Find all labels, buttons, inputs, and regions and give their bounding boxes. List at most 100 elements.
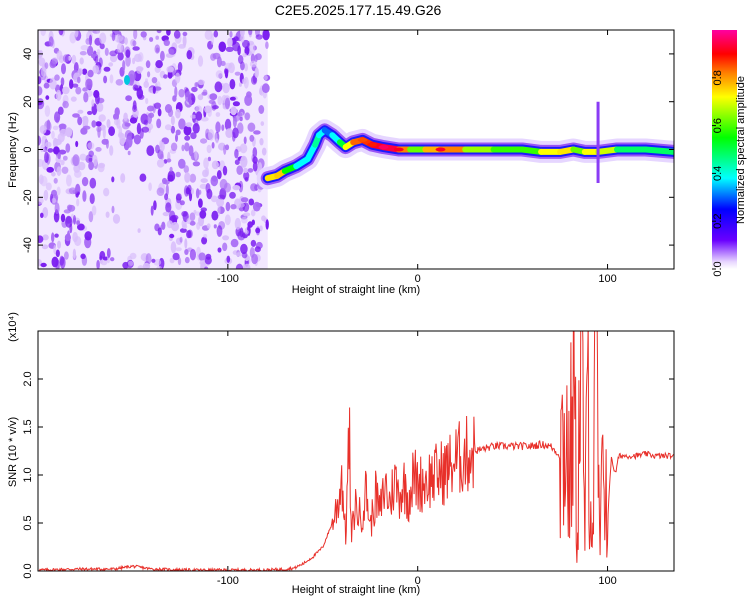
noise-speckle [186, 218, 191, 224]
noise-speckle [40, 212, 44, 218]
noise-speckle [241, 216, 248, 224]
noise-speckle [184, 256, 190, 264]
trace-segment [519, 146, 545, 155]
noise-speckle [40, 66, 47, 77]
snr-x-ticks: -100 0 100 [217, 331, 617, 587]
noise-speckle [109, 145, 114, 156]
noise-speckle [125, 95, 132, 102]
noise-speckle [226, 255, 231, 263]
noise-speckle [103, 75, 108, 84]
noise-speckle [160, 153, 164, 160]
noise-speckle [210, 53, 217, 61]
noise-speckle [243, 263, 251, 269]
noise-speckle [38, 135, 42, 146]
noise-speckle [214, 81, 223, 93]
noise-speckle [38, 196, 44, 205]
noise-speckle [97, 163, 105, 173]
noise-speckle [44, 105, 51, 117]
noise-speckle [54, 74, 60, 81]
noise-speckle [230, 106, 237, 116]
noise-speckle [74, 30, 79, 38]
y-tick-label: 1.0 [22, 467, 34, 482]
noise-speckle [225, 46, 234, 52]
noise-speckle [64, 251, 69, 260]
noise-speckle [62, 155, 68, 161]
noise-speckle [177, 257, 182, 266]
noise-speckle [106, 119, 111, 129]
noise-speckle [201, 236, 208, 245]
noise-speckle [206, 223, 211, 229]
noise-speckle [237, 45, 241, 56]
noise-speckle [217, 194, 226, 200]
noise-speckle [175, 193, 182, 204]
noise-speckle [186, 50, 193, 60]
noise-speckle [203, 234, 208, 239]
noise-speckle [224, 68, 229, 79]
noise-speckle [49, 77, 57, 90]
noise-speckle [132, 40, 137, 47]
noise-speckle [51, 130, 55, 140]
noise-speckle [222, 242, 228, 252]
noise-speckle [229, 31, 233, 38]
noise-speckle [205, 183, 211, 194]
noise-speckle [82, 190, 87, 202]
noise-speckle [192, 161, 201, 167]
noise-speckle [152, 86, 156, 94]
noise-speckle [129, 252, 137, 260]
noise-speckle [240, 61, 245, 71]
noise-speckle [57, 106, 64, 116]
noise-speckle [89, 193, 95, 205]
noise-speckle [149, 37, 154, 42]
noise-speckle [222, 82, 230, 94]
noise-speckle [169, 166, 173, 172]
noise-speckle [229, 79, 236, 90]
noise-speckle [38, 86, 43, 96]
noise-speckle [127, 150, 131, 156]
noise-speckle [211, 160, 219, 170]
noise-speckle [57, 152, 61, 160]
noise-speckle [232, 127, 239, 139]
noise-speckle [98, 57, 103, 68]
snr-panel: -100 0 100 0.0 0.5 1.0 1.5 2.0 Height of strai… [7, 312, 675, 596]
noise-speckle [189, 249, 196, 261]
noise-speckle [39, 125, 47, 134]
snr-scale-label: (x10⁴) [7, 312, 19, 342]
noise-speckle [177, 61, 183, 73]
noise-speckle [207, 108, 212, 117]
noise-speckle [165, 202, 172, 213]
noise-speckle [88, 150, 94, 158]
signal-trace [256, 101, 674, 190]
noise-speckle [82, 115, 89, 126]
noise-speckle [79, 57, 84, 65]
noise-speckle [172, 95, 177, 102]
noise-speckle [145, 98, 149, 105]
colorbar-tick-label: 0.0 [712, 261, 724, 276]
y-tick-label: 0.0 [22, 563, 34, 578]
noise-speckle [248, 30, 253, 36]
noise-speckle [223, 182, 231, 193]
noise-speckle [225, 128, 234, 139]
noise-speckle [210, 175, 219, 187]
noise-speckle [168, 48, 175, 55]
noise-speckle [230, 204, 237, 210]
noise-speckle [82, 68, 88, 75]
snr-frame [37, 330, 675, 572]
y-tick-label: -40 [22, 237, 34, 253]
noise-speckle [77, 67, 83, 76]
y-tick-label: 0 [22, 146, 34, 152]
noise-speckle [213, 30, 219, 38]
trace-peak [378, 145, 389, 150]
noise-speckle [140, 31, 147, 38]
noise-speckle [77, 109, 84, 114]
trace-peak [393, 147, 404, 152]
noise-speckle [123, 112, 128, 122]
noise-speckle [60, 159, 65, 166]
noise-speckle [178, 158, 186, 169]
colorbar-tick-label: 0.8 [712, 70, 724, 85]
noise-speckle [105, 211, 110, 218]
noise-speckle [239, 143, 248, 154]
noise-speckle [139, 128, 144, 139]
noise-speckle [249, 134, 255, 142]
noise-speckle [86, 78, 93, 85]
noise-speckle [40, 175, 48, 187]
